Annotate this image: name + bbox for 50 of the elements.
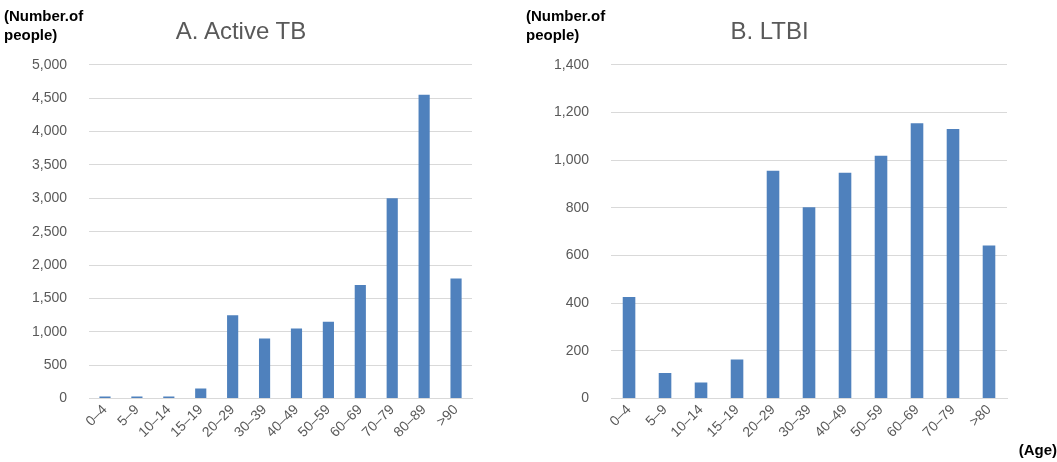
bar (354, 285, 366, 399)
y-tick-label: 5,000 (31, 55, 68, 72)
x-tick-label: >90 (432, 400, 462, 430)
bar (622, 297, 636, 399)
y-tick-label: 1,000 (31, 322, 68, 339)
y-tick-label: 1,500 (31, 289, 68, 306)
y-axis-title: (Number.of people) (4, 6, 85, 44)
y-tick-label: 0 (581, 389, 590, 406)
bar (227, 315, 239, 399)
bar (838, 172, 852, 399)
y-tick-label: 3,500 (31, 155, 68, 172)
bar (874, 155, 888, 399)
bar (322, 321, 334, 399)
y-tick-label: 0 (59, 389, 68, 406)
y-tick-label: 1,000 (553, 151, 590, 168)
bar (450, 278, 462, 399)
bar (766, 170, 780, 399)
bar (910, 123, 924, 399)
x-tick-label: 0–4 (82, 400, 110, 429)
y-tick-label: 3,000 (31, 189, 68, 206)
x-tick-label: 0–4 (606, 400, 635, 429)
bar (658, 373, 672, 399)
bar (290, 328, 303, 399)
bar (195, 388, 207, 399)
x-axis-title: (Age) (1018, 441, 1057, 458)
y-tick-label: 800 (565, 198, 590, 215)
y-tick-label: 400 (565, 294, 590, 311)
x-tick-label: >80 (965, 400, 994, 430)
x-tick-label: 5–9 (642, 400, 671, 429)
y-tick-label: 1,200 (553, 103, 590, 120)
bar (730, 359, 744, 399)
chart-title: B. LTBI (730, 17, 809, 45)
y-tick-label: 4,500 (31, 89, 68, 106)
chart-title: A. Active TB (175, 17, 307, 45)
x-tick-label: 5–9 (113, 400, 142, 429)
bar (386, 198, 398, 399)
y-tick-label: 1,400 (553, 55, 590, 72)
y-tick-label: 600 (565, 246, 590, 263)
y-tick-label: 4,000 (31, 122, 68, 139)
bar (418, 94, 430, 399)
y-tick-label: 500 (43, 356, 68, 373)
y-tick-label: 2,000 (31, 255, 68, 272)
y-tick-label: 200 (565, 341, 590, 358)
bar (694, 382, 708, 399)
y-axis-title: (Number.of people) (526, 6, 607, 44)
bar (258, 338, 271, 399)
bar (946, 128, 960, 399)
bar (802, 207, 816, 399)
y-tick-label: 2,500 (31, 222, 68, 239)
bar (982, 245, 996, 399)
